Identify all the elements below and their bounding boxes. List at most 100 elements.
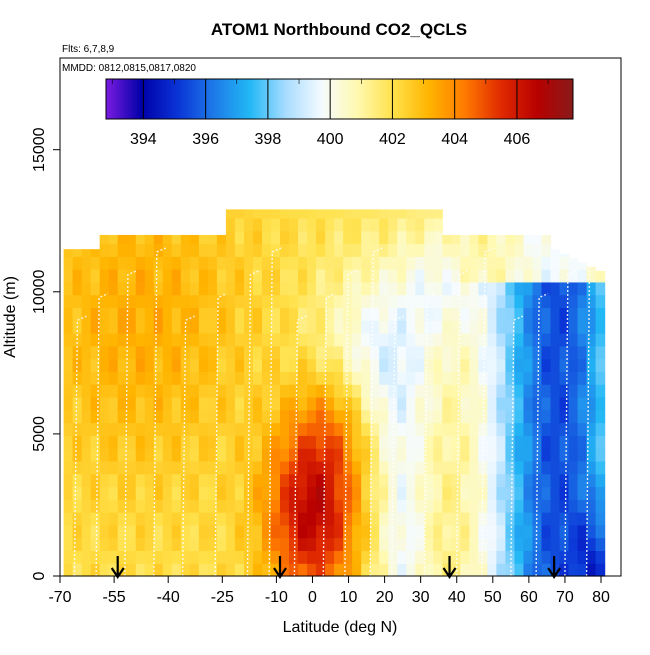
heatmap-cell [316,307,326,321]
heatmap-cell [496,409,507,424]
heatmap-cell [415,345,425,360]
heatmap-cell [478,537,488,552]
heatmap-cell [424,512,434,526]
heatmap-cell [261,333,272,347]
heatmap-cell [117,371,128,385]
heatmap-cell [523,435,534,449]
heatmap-cell [189,499,200,513]
heatmap-cell [63,345,74,360]
heatmap-cell [225,422,236,436]
heatmap-cell [397,345,407,360]
heatmap-cell [352,345,362,360]
heatmap-cell [577,550,588,564]
heatmap-cell [90,269,101,283]
heatmap-cell [379,269,389,283]
heatmap-cell [108,333,119,347]
heatmap-cell [541,358,552,372]
heatmap-cell [424,320,434,334]
heatmap-cell [171,384,182,398]
heatmap-cell [361,217,371,232]
heatmap-cell [252,448,263,462]
heatmap-cell [189,422,200,436]
heatmap-cell [505,320,516,334]
heatmap-cell [198,269,209,283]
heatmap-cell [550,256,561,270]
heatmap-cell [460,294,470,309]
heatmap-cell [505,435,516,449]
heatmap-cell [379,550,389,564]
heatmap-cell [559,396,570,411]
heatmap-cell [343,230,353,245]
heatmap-cell [298,230,308,245]
heatmap-cell [189,243,200,257]
heatmap-cell [207,524,218,539]
heatmap-cell [325,537,335,552]
heatmap-cell [361,563,371,577]
heatmap-cell [171,524,182,539]
heatmap-cell [72,563,83,577]
heatmap-cell [451,563,461,577]
heatmap-cell [225,460,236,475]
heatmap-cell [379,307,389,321]
heatmap-cell [153,358,164,372]
heatmap-cell [90,422,101,436]
heatmap-cell [478,234,488,245]
heatmap-cell [307,409,317,424]
heatmap-cell [451,460,461,475]
heatmap-cell [388,486,398,500]
heatmap-cell [289,409,299,424]
heatmap-cell [234,230,245,245]
heatmap-cell [126,256,137,270]
heatmap-cell [162,460,173,475]
heatmap-cell [424,307,434,321]
heatmap-cell [261,281,272,296]
heatmap-cell [216,371,227,385]
heatmap-cell [433,550,443,564]
heatmap-cell [424,345,434,360]
heatmap-cell [153,537,164,552]
heatmap-cell [532,473,543,488]
heatmap-cell [261,524,272,539]
heatmap-cell [117,460,128,475]
heatmap-cell [433,460,443,475]
heatmap-cell [496,486,507,500]
heatmap-cell [487,269,498,283]
heatmap-cell [424,358,434,372]
heatmap-cell [307,486,317,500]
heatmap-cell [117,358,128,372]
heatmap-cell [415,448,425,462]
heatmap-cell [72,371,83,385]
heatmap-cell [424,256,434,270]
heatmap-cell [487,243,498,257]
heatmap-cell [388,563,398,577]
heatmap-cell [406,409,416,424]
heatmap-cell [496,320,507,334]
heatmap-cell [234,460,245,475]
heatmap-cell [289,281,299,296]
heatmap-cell [207,422,218,436]
heatmap-cell [126,435,137,449]
heatmap-cell [550,320,561,334]
heatmap-cell [433,217,443,232]
heatmap-cell [126,371,137,385]
heatmap-cell [325,307,335,321]
heatmap-cell [568,333,579,347]
heatmap-cell [334,217,344,232]
heatmap-cell [469,294,479,309]
heatmap-cell [370,537,380,552]
heatmap-cell [63,448,74,462]
heatmap-cell [514,448,525,462]
heatmap-cell [496,563,507,577]
heatmap-cell [388,384,398,398]
heatmap-cell [207,460,218,475]
heatmap-cell [424,217,434,232]
heatmap-cell [532,281,543,296]
heatmap-cell [307,448,317,462]
heatmap-cell [451,371,461,385]
heatmap-cell [415,524,425,539]
heatmap-cell [343,460,353,475]
heatmap-cell [496,307,507,321]
heatmap-cell [541,512,552,526]
heatmap-cell [307,294,317,309]
heatmap-cell [207,345,218,360]
